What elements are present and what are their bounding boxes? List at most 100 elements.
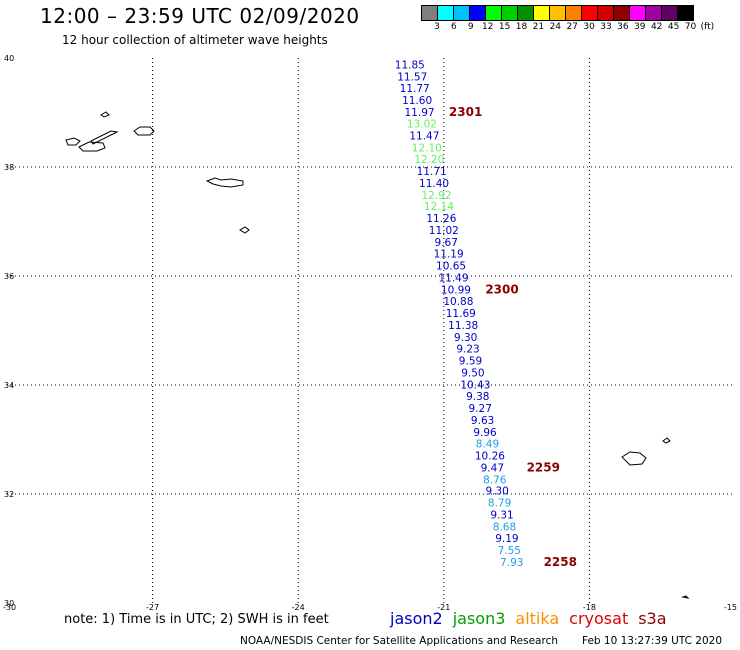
color-scale-swatch — [485, 5, 502, 21]
wave-height-value: 11.69 — [446, 308, 476, 320]
wave-height-value: 11.26 — [426, 213, 456, 225]
color-scale-label: 9 — [467, 22, 474, 32]
map-gridlines — [7, 58, 735, 603]
island-outline — [78, 141, 106, 152]
satellite-legend-item: s3a — [638, 609, 667, 628]
wave-height-value: 11.38 — [448, 320, 478, 332]
wave-height-value: 9.50 — [461, 367, 484, 379]
latitude-label: 38 — [4, 163, 14, 172]
longitude-label: -24 — [292, 603, 305, 612]
color-scale-swatch — [629, 5, 646, 21]
color-scale-swatch — [549, 5, 566, 21]
color-scale-swatch — [645, 5, 662, 21]
color-scale-swatch — [533, 5, 550, 21]
land-outlines — [65, 111, 690, 599]
wave-height-values: 11.8511.5711.7711.6011.9713.0211.4712.10… — [395, 60, 524, 570]
latitude-label: 34 — [4, 381, 14, 390]
color-scale-swatch — [597, 5, 614, 21]
color-scale-swatch — [501, 5, 518, 21]
color-scale-label: 24 — [549, 22, 562, 32]
color-scale-label: 33 — [600, 22, 612, 32]
wave-height-value: 11.85 — [395, 60, 425, 72]
color-scale-label: 15 — [498, 22, 511, 32]
island-outline — [681, 595, 690, 599]
wave-height-value: 9.38 — [466, 391, 489, 403]
color-scale-label: 36 — [617, 22, 629, 32]
pass-time-label: 2258 — [544, 555, 577, 569]
wave-height-value: 10.26 — [475, 450, 505, 462]
color-scale-labels: 3 6 9 12 15 18 21 24 27 30 33 36 39 42 45 70 (ft) — [421, 22, 740, 34]
latitude-label: 40 — [4, 54, 14, 63]
island-outline — [239, 226, 250, 234]
wave-height-value: 8.79 — [488, 498, 511, 510]
color-scale-swatch — [677, 5, 694, 21]
island-outline — [100, 111, 110, 118]
credit-text: NOAA/NESDIS Center for Satellite Applica… — [240, 635, 558, 647]
wave-height-value: 12.20 — [414, 154, 444, 166]
wave-height-value: 9.30 — [454, 332, 477, 344]
color-scale-label: 6 — [451, 22, 457, 32]
longitude-label: -15 — [724, 603, 737, 612]
pass-time-label: 2301 — [449, 105, 482, 119]
latitude-label: 32 — [4, 490, 14, 499]
wave-height-value: 11.49 — [438, 273, 468, 285]
wave-height-value: 7.93 — [500, 557, 523, 569]
color-scale-swatch — [581, 5, 598, 21]
color-scale-label: 3 — [434, 22, 440, 32]
color-scale-swatch — [453, 5, 470, 21]
pass-time-labels: 2301 2300 2259 2258 — [449, 105, 577, 569]
wave-height-value: 9.31 — [490, 510, 513, 522]
color-scale-label: 18 — [515, 22, 528, 32]
color-scale-label: 30 — [583, 22, 595, 32]
wave-height-value: 10.88 — [443, 296, 473, 308]
color-scale-swatch — [613, 5, 630, 21]
island-outline — [90, 130, 119, 145]
color-scale-label: 21 — [532, 22, 545, 32]
latitude-label: 36 — [4, 272, 14, 281]
color-scale-label: 39 — [634, 22, 646, 32]
wave-height-value: 12.10 — [412, 142, 442, 154]
wave-height-value: 7.55 — [498, 545, 521, 557]
wave-height-value: 11.97 — [405, 107, 435, 119]
longitude-label: -30 — [3, 603, 16, 612]
pass-time-label: 2300 — [485, 283, 518, 297]
longitude-label: -27 — [146, 603, 159, 612]
wave-height-value: 10.65 — [436, 261, 466, 273]
color-scale-swatch — [517, 5, 534, 21]
wave-height-value: 11.47 — [409, 130, 439, 142]
island-outline — [621, 451, 647, 466]
wave-height-value: 9.59 — [459, 355, 482, 367]
wave-height-value: 11.71 — [417, 166, 447, 178]
island-outline — [65, 137, 81, 146]
wave-height-value: 8.68 — [493, 522, 516, 534]
wave-height-value: 9.67 — [435, 237, 458, 249]
color-scale-label: 12 — [481, 22, 494, 32]
wave-height-value: 8.49 — [476, 438, 499, 450]
wave-height-value: 11.40 — [419, 178, 449, 190]
color-scale-swatch — [565, 5, 582, 21]
wave-height-value: 11.77 — [400, 83, 430, 95]
color-scale-swatch — [421, 5, 438, 21]
wave-height-value: 9.23 — [456, 343, 479, 355]
wave-height-value: 12.14 — [424, 201, 454, 213]
generated-timestamp: Feb 10 13:27:39 UTC 2020 — [582, 635, 722, 647]
map-title: 12:00 – 23:59 UTC 02/09/2020 — [40, 4, 360, 28]
island-outline — [133, 126, 155, 136]
wave-height-value: 11.02 — [429, 225, 459, 237]
wave-height-value: 9.30 — [485, 486, 508, 498]
color-scale-swatch — [469, 5, 486, 21]
color-scale-label: (ft) — [700, 22, 715, 32]
color-scale-label: 70 — [684, 22, 697, 32]
satellite-legend-item: jason3 — [452, 609, 506, 628]
satellite-legend-item: jason2 — [390, 609, 443, 628]
color-scale-label: 42 — [650, 22, 663, 32]
wave-height-value: 9.63 — [471, 415, 494, 427]
wave-height-value: 12.92 — [421, 190, 451, 202]
island-outline — [662, 437, 671, 444]
color-scale-label: 45 — [667, 22, 680, 32]
wave-height-value: 9.27 — [469, 403, 492, 415]
satellite-legend-item: cryosat — [569, 609, 629, 628]
wave-height-value: 11.57 — [397, 72, 427, 84]
